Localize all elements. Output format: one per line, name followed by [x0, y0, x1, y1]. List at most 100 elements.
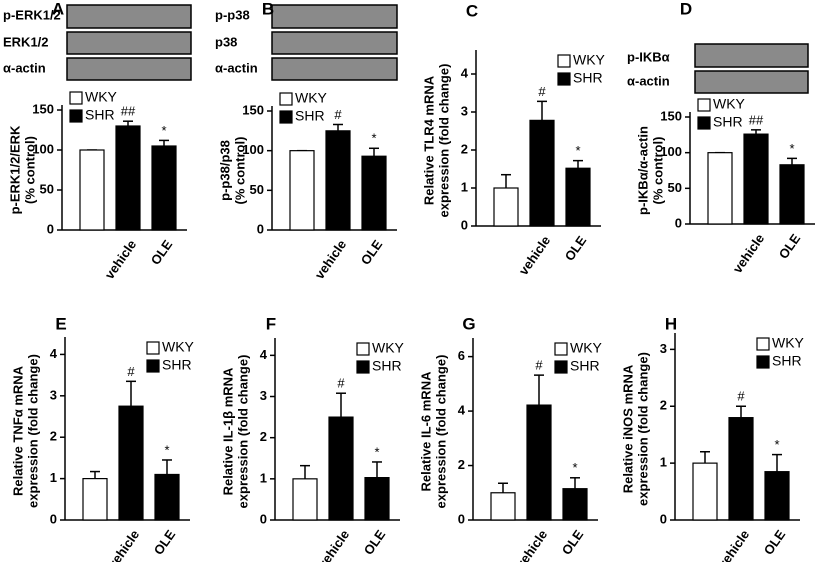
y-axis-label: (% control): [22, 136, 37, 204]
bar: [289, 150, 315, 231]
panel-letter: A: [52, 0, 64, 18]
blot-band: [66, 4, 192, 29]
legend-label: SHR: [295, 108, 325, 124]
blot-band: [694, 43, 809, 68]
legend-label: WKY: [713, 96, 746, 112]
y-tick-label: 3: [50, 387, 57, 402]
y-tick-label: 4: [260, 347, 268, 362]
bar: [743, 133, 769, 225]
y-tick-label: 150: [242, 102, 264, 117]
significance-label: *: [572, 460, 577, 475]
legend-label: WKY: [295, 90, 328, 106]
x-tick-label: OLE: [559, 527, 587, 558]
panel-letter: B: [262, 0, 274, 18]
blot-label: p-ERK1/2: [3, 7, 61, 22]
legend-label: WKY: [372, 340, 405, 356]
significance-label: #: [127, 364, 135, 379]
legend-swatch: [146, 341, 160, 355]
panel-letter: G: [462, 314, 475, 333]
y-tick-label: 50: [668, 180, 682, 195]
bar: [328, 416, 354, 521]
bar: [490, 492, 516, 521]
significance-label: *: [161, 123, 166, 138]
y-tick-label: 100: [32, 141, 54, 156]
significance-label: ##: [121, 104, 136, 119]
y-tick-label: 1: [50, 470, 57, 485]
x-tick-label: OLE: [776, 231, 804, 262]
y-tick-label: 100: [660, 144, 682, 159]
y-axis-label: p-IKBα/α-actin: [635, 126, 650, 215]
y-tick-label: 50: [250, 182, 264, 197]
legend-swatch: [554, 360, 568, 374]
x-tick-label: vehicle: [105, 527, 143, 562]
legend-swatch: [146, 359, 160, 373]
blot-band: [271, 57, 398, 81]
y-tick-label: 3: [260, 388, 267, 403]
legend-swatch: [356, 342, 370, 356]
bar: [364, 477, 390, 521]
y-tick-label: 0: [257, 221, 264, 236]
y-tick-label: 0: [675, 215, 682, 230]
y-tick-label: 0: [458, 511, 465, 526]
y-axis-label: Relative iNOS mRNA: [620, 364, 635, 493]
y-tick-label: 1: [461, 179, 468, 194]
legend-label: SHR: [372, 358, 402, 374]
significance-label: *: [789, 141, 794, 156]
y-axis-label: expression (fold change): [436, 64, 451, 218]
legend-swatch: [697, 98, 711, 112]
x-tick-label: vehicle: [715, 527, 753, 562]
y-tick-label: 50: [40, 181, 54, 196]
y-tick-label: 2: [260, 429, 267, 444]
bar: [493, 187, 519, 227]
legend-swatch: [756, 355, 770, 369]
bar: [526, 404, 552, 521]
x-tick-label: vehicle: [730, 231, 768, 276]
x-tick-label: OLE: [148, 237, 176, 268]
blot-label: α-actin: [3, 60, 46, 75]
x-tick-label: vehicle: [312, 237, 350, 282]
significance-label: *: [575, 143, 580, 158]
legend-label: WKY: [162, 339, 195, 355]
y-axis-label: (% control): [650, 137, 665, 205]
legend-label: SHR: [570, 358, 600, 374]
y-axis-label: expression (fold change): [433, 355, 448, 509]
blot-label: p38: [215, 34, 237, 49]
panel-letter: F: [266, 314, 276, 333]
bar: [115, 125, 141, 231]
legend-label: WKY: [570, 340, 603, 356]
legend-swatch: [756, 337, 770, 351]
panel-letter: D: [680, 0, 692, 18]
legend-swatch: [356, 360, 370, 374]
y-tick-label: 4: [50, 346, 58, 361]
bar: [764, 471, 790, 521]
y-axis-label: Relative TNFα mRNA: [10, 365, 25, 496]
blot-band: [66, 31, 192, 55]
x-tick-label: vehicle: [513, 527, 551, 562]
legend-label: SHR: [772, 353, 802, 369]
x-tick-label: OLE: [761, 527, 789, 558]
significance-label: ##: [749, 112, 764, 127]
bar: [728, 417, 754, 521]
significance-label: #: [535, 358, 543, 373]
legend-label: WKY: [85, 89, 118, 105]
y-axis-label: expression (fold change): [25, 354, 40, 508]
legend-label: WKY: [573, 52, 606, 68]
y-tick-label: 150: [660, 108, 682, 123]
bar: [692, 462, 718, 521]
y-tick-label: 3: [660, 341, 667, 356]
legend-swatch: [69, 91, 83, 105]
bar: [707, 152, 733, 225]
y-tick-label: 2: [50, 429, 57, 444]
blot-label: α-actin: [627, 73, 670, 88]
x-tick-label: vehicle: [102, 237, 140, 282]
y-tick-label: 100: [242, 142, 264, 157]
bar: [118, 405, 144, 521]
y-axis-label: Relative TLR4 mRNA: [421, 75, 436, 205]
y-tick-label: 4: [458, 403, 466, 418]
blot-label: p-p38: [215, 7, 250, 22]
significance-label: *: [374, 444, 379, 459]
bar: [529, 119, 555, 227]
bar: [779, 164, 805, 225]
y-axis-label: Relative IL-6 mRNA: [418, 371, 433, 492]
